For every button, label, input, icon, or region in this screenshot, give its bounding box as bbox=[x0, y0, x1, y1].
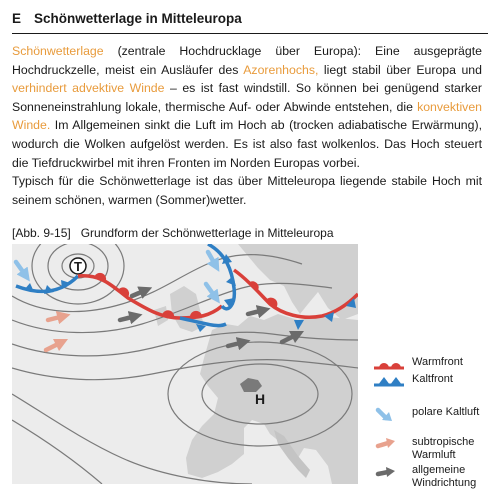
paragraph-text: liegt stabil über Europa und bbox=[318, 62, 482, 77]
weather-map: T H bbox=[12, 244, 358, 484]
warm-front-semicircle bbox=[118, 287, 130, 297]
isobar bbox=[31, 244, 125, 305]
paragraph-main: Schönwetterlage (zentrale Hochdrucklage … bbox=[12, 42, 482, 172]
legend-label: allgemeine Windrichtung bbox=[412, 464, 477, 489]
subtropical-air-arrow bbox=[43, 338, 69, 353]
polar-air-arrow-icon bbox=[375, 407, 392, 421]
low-pressure-center bbox=[69, 257, 87, 275]
wind-direction-arrow bbox=[129, 286, 153, 299]
cold-front-line bbox=[179, 316, 227, 328]
figure-title: Grundform der Schönwetterlage in Mittele… bbox=[80, 226, 334, 240]
italy-landmass bbox=[274, 430, 310, 478]
subtropical-air-arrow bbox=[45, 311, 71, 325]
wind-direction-arrow-icon bbox=[375, 467, 395, 477]
isobar bbox=[201, 363, 319, 425]
cold-front-triangle bbox=[294, 320, 304, 330]
cold-front-triangle bbox=[346, 298, 356, 308]
warm-front-line bbox=[232, 268, 358, 319]
cold-front-triangle bbox=[44, 285, 54, 294]
paragraph-summary: Typisch für die Schönwetterlage ist das … bbox=[12, 174, 482, 207]
low-pressure-label: T bbox=[74, 259, 82, 274]
isobar bbox=[47, 244, 109, 291]
cold-front-icon bbox=[374, 377, 404, 387]
legend-label: subtropische Warmluft bbox=[412, 436, 475, 461]
cold-front-triangle bbox=[324, 312, 334, 322]
high-pressure-label: H bbox=[255, 391, 265, 407]
legend-label: Warmfront bbox=[412, 356, 463, 368]
legend-label: polare Kaltluft bbox=[412, 406, 480, 418]
warm-front-line bbox=[77, 274, 224, 320]
wind-direction-arrow bbox=[245, 305, 271, 319]
cold-front-triangle bbox=[196, 324, 206, 332]
highlighted-term: Schönwetterlage bbox=[12, 44, 104, 58]
isobar bbox=[12, 331, 358, 357]
isobar bbox=[12, 359, 358, 381]
isobar bbox=[167, 341, 353, 447]
section-title: Schönwetterlage in Mitteleuropa bbox=[34, 11, 242, 26]
switzerland-shape bbox=[240, 378, 262, 392]
cold-front-triangle bbox=[224, 298, 234, 308]
figure-number: [Abb. 9-15] bbox=[12, 226, 71, 240]
paragraph-text: (zentrale Hochdrucklage über Europa): Ei… bbox=[12, 44, 482, 77]
warm-front-semicircle bbox=[189, 310, 202, 318]
warm-front-semicircle bbox=[162, 310, 175, 318]
warm-front-icon bbox=[374, 363, 404, 370]
polar-air-arrow bbox=[13, 259, 30, 282]
cold-front-triangle bbox=[226, 276, 236, 286]
section-letter: E bbox=[12, 11, 22, 26]
cold-front-line bbox=[207, 244, 237, 311]
polar-air-arrow bbox=[205, 249, 220, 272]
warm-front-semicircle bbox=[250, 281, 259, 290]
warm-front-semicircle bbox=[94, 272, 107, 280]
highlighted-term: konvektiven Winde. bbox=[12, 99, 482, 133]
europe-landmass bbox=[186, 314, 358, 484]
figure-caption: [Abb. 9-15] Grundform der Schönwetterlage… bbox=[12, 225, 334, 241]
isobar bbox=[12, 393, 253, 484]
isobar bbox=[12, 282, 333, 334]
wind-direction-arrow bbox=[117, 311, 143, 325]
isobar bbox=[12, 419, 103, 484]
subtropical-air-arrow-icon bbox=[375, 438, 395, 449]
warm-front-semicircle bbox=[266, 297, 278, 308]
paragraph-text: – es ist fast windstill. So können bei g… bbox=[12, 81, 482, 114]
polar-air-arrow bbox=[203, 281, 220, 304]
isobar bbox=[12, 254, 303, 313]
legend-label: Kaltfront bbox=[412, 373, 453, 385]
cold-front-triangle bbox=[222, 254, 232, 264]
wind-direction-arrow bbox=[279, 330, 305, 345]
cold-front-triangle bbox=[61, 280, 70, 289]
highlighted-term: verhindert advektive Winde bbox=[12, 81, 165, 96]
section-header: E Schönwetterlage in Mitteleuropa bbox=[12, 8, 488, 34]
wind-direction-arrow bbox=[225, 337, 251, 351]
cold-front-triangle bbox=[24, 283, 34, 292]
paragraph-text: Im Allgemeinen sinkt die Luft im Hoch ab… bbox=[12, 118, 482, 170]
highlighted-term: Azorenhochs, bbox=[243, 62, 319, 77]
scandinavia-landmass bbox=[238, 244, 358, 320]
